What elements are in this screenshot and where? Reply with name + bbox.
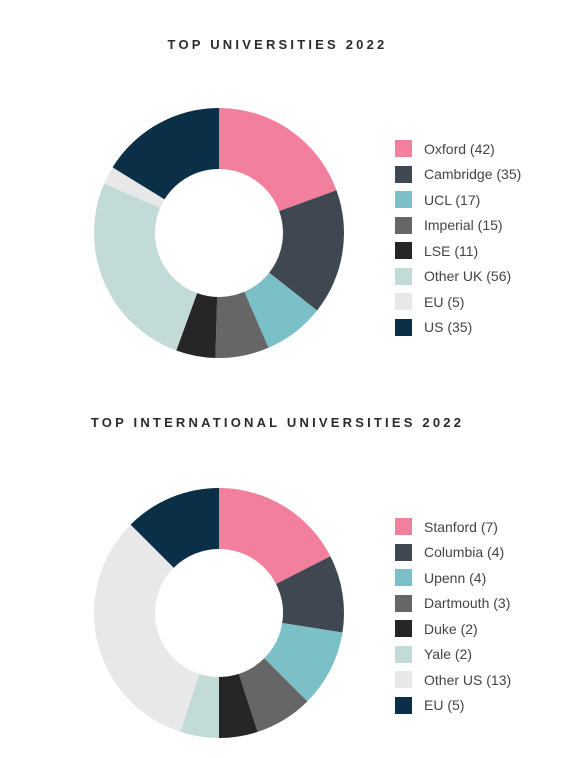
slice-dartmouth [238,658,308,732]
slice-other-uk [93,183,198,351]
legend-label: Upenn (4) [424,569,487,586]
slice-ucl [244,272,318,348]
legend-item-columbia: Columbia (4) [395,540,511,566]
legend-label: Columbia (4) [424,544,505,561]
legend-item-eu: EU (5) [395,289,521,315]
slice-columbia [276,556,344,633]
slice-us [112,108,219,200]
legend-swatch [395,267,412,285]
chart-2-legend: Stanford (7) Columbia (4) Upenn (4) Dartmou… [395,514,511,718]
legend-swatch [395,242,412,260]
legend-swatch [395,543,412,561]
legend-item-cambridge: Cambridge (35) [395,162,521,188]
chart-1-legend: Oxford (42) Cambridge (35) UCL (17) Imperia… [395,136,521,340]
slice-yale [180,673,219,738]
legend-item-oxford: Oxford (42) [395,136,521,162]
legend-item-lse: LSE (11) [395,238,521,264]
slice-eu [130,488,219,568]
legend-label: Stanford (7) [424,518,498,535]
legend-label: Oxford (42) [424,140,495,157]
legend-item-ucl: UCL (17) [395,187,521,213]
slice-imperial [215,291,269,358]
legend-item-imperial: Imperial (15) [395,213,521,239]
slice-lse [176,293,218,358]
legend-swatch [395,140,412,158]
legend-label: Dartmouth (3) [424,595,511,612]
legend-swatch [395,216,412,234]
chart-1-donut [93,108,344,358]
legend-swatch [395,594,412,612]
slice-other-us [93,524,200,732]
legend-item-yale: Yale (2) [395,642,511,668]
legend-item-eu: EU (5) [395,693,511,719]
slice-duke [219,673,258,738]
legend-label: EU (5) [424,293,465,310]
legend-item-stanford: Stanford (7) [395,514,511,540]
legend-swatch [395,645,412,663]
chart-2-donut [93,488,344,738]
legend-swatch [395,518,412,536]
slice-cambridge [269,190,344,311]
legend-swatch [395,191,412,209]
legend-label: Duke (2) [424,620,478,637]
legend-swatch [395,318,412,336]
legend-label: Other UK (56) [424,268,512,285]
legend-label: LSE (11) [424,242,479,259]
legend-item-us: US (35) [395,315,521,341]
legend-swatch [395,293,412,311]
slice-stanford [219,488,331,584]
legend-label: Cambridge (35) [424,166,522,183]
slice-eu [104,167,165,208]
legend-label: EU (5) [424,697,465,714]
legend-label: Other US (13) [424,671,512,688]
legend-swatch [395,569,412,587]
legend-label: Imperial (15) [424,217,503,234]
legend-label: UCL (17) [424,191,481,208]
legend-swatch [395,696,412,714]
legend-item-dartmouth: Dartmouth (3) [395,591,511,617]
legend-swatch [395,620,412,638]
legend-label: Yale (2) [424,646,472,663]
chart-1-title: TOP UNIVERSITIES 2022 [167,37,388,52]
legend-item-other-uk: Other UK (56) [395,264,521,290]
legend-label: US (35) [424,319,473,336]
legend-item-other-us: Other US (13) [395,667,511,693]
slice-oxford [219,108,337,212]
legend-item-upenn: Upenn (4) [395,565,511,591]
legend-swatch [395,165,412,183]
chart-2-title: TOP INTERNATIONAL UNIVERSITIES 2022 [90,415,465,430]
legend-swatch [395,671,412,689]
legend-item-duke: Duke (2) [395,616,511,642]
slice-upenn [264,623,343,702]
